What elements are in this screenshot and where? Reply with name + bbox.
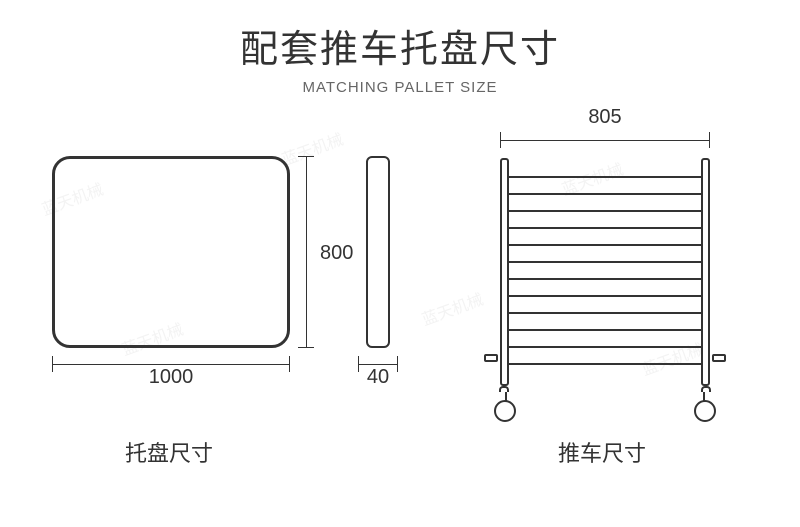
cart-wheel-cap-left	[499, 386, 509, 392]
page-title-cn: 配套推车托盘尺寸	[0, 18, 800, 73]
tray-label: 托盘尺寸	[125, 436, 213, 468]
cart-shelf	[509, 176, 701, 178]
dim-cart-width: 805	[500, 132, 710, 148]
tray-side-view	[366, 156, 390, 348]
cart-label: 推车尺寸	[558, 436, 646, 468]
cart-handle-right	[712, 354, 726, 362]
dim-tray-width: 1000	[52, 356, 290, 372]
tray-top-view	[52, 156, 290, 348]
dim-tray-thickness: 40	[358, 356, 398, 372]
watermark: 蓝天机械	[418, 286, 486, 330]
cart-shelf	[509, 295, 701, 297]
cart-shelf	[509, 329, 701, 331]
cart-shelf	[509, 227, 701, 229]
dim-tray-height-value: 800	[320, 242, 353, 265]
dim-tray-thickness-value: 40	[358, 366, 398, 389]
cart-shelf	[509, 346, 701, 348]
cart-post-left	[500, 158, 509, 386]
dim-cart-width-value: 805	[500, 106, 710, 129]
diagram-area: 蓝天机械 蓝天机械 蓝天机械 蓝天机械 蓝天机械 蓝天机械 1000 800 4…	[0, 96, 800, 516]
cart-shelf	[509, 261, 701, 263]
cart-shelf	[509, 312, 701, 314]
cart-post-right	[701, 158, 710, 386]
dim-tray-height: 800	[298, 156, 314, 348]
cart-shelf	[509, 363, 701, 365]
cart-front-view	[500, 158, 710, 418]
cart-shelf	[509, 278, 701, 280]
cart-shelf	[509, 193, 701, 195]
cart-shelf	[509, 244, 701, 246]
page-title-en: MATCHING PALLET SIZE	[0, 79, 800, 96]
cart-shelf	[509, 210, 701, 212]
cart-wheel-left	[494, 400, 516, 422]
cart-handle-left	[484, 354, 498, 362]
cart-wheel-right	[694, 400, 716, 422]
dim-tray-width-value: 1000	[52, 366, 290, 389]
